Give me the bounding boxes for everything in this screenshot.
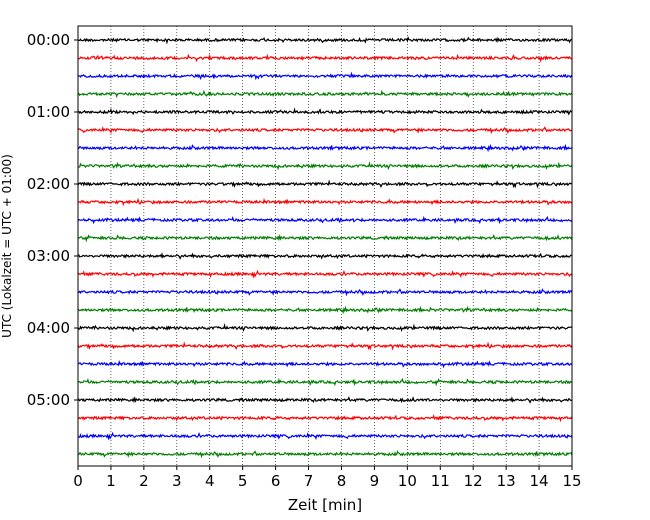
x-tick-label: 10 — [398, 472, 417, 490]
x-axis-ticks: 0 1 2 3 4 5 6 7 8 9 10 11 12 13 14 15 — [73, 466, 582, 490]
x-tick-label: 8 — [337, 472, 347, 490]
trace-0315 — [77, 269, 573, 279]
trace-0200 — [77, 179, 573, 189]
y-tick-label: 02:00 — [27, 175, 70, 193]
trace-0415 — [77, 341, 573, 351]
trace-0015 — [77, 53, 573, 63]
x-tick-label: 5 — [238, 472, 248, 490]
trace-0400 — [77, 323, 573, 333]
trace-0445 — [77, 377, 573, 387]
x-tick-label: 11 — [431, 472, 450, 490]
trace-0345 — [77, 305, 573, 315]
x-tick-label: 15 — [562, 472, 581, 490]
x-axis-label: Zeit [min] — [288, 496, 362, 514]
trace-0215 — [77, 197, 573, 207]
x-tick-label: 12 — [464, 472, 483, 490]
x-tick-label: 14 — [530, 472, 549, 490]
x-tick-label: 4 — [205, 472, 215, 490]
x-tick-label: 7 — [304, 472, 314, 490]
trace-0130 — [77, 143, 573, 153]
trace-0000 — [77, 35, 573, 45]
trace-0030 — [77, 71, 573, 81]
y-tick-label: 03:00 — [27, 247, 70, 265]
trace-0545 — [77, 450, 573, 459]
trace-0115 — [77, 126, 573, 135]
trace-0500 — [77, 395, 573, 404]
y-tick-label: 04:00 — [27, 319, 70, 337]
plot-frame — [77, 25, 573, 467]
x-tick-label: 2 — [139, 472, 149, 490]
y-tick-label: 01:00 — [27, 103, 70, 121]
trace-0330 — [77, 288, 573, 297]
y-tick-label: 00:00 — [27, 31, 70, 49]
y-axis-ticks: 00:00 01:00 02:00 03:00 04:00 05:00 — [27, 31, 78, 409]
trace-0045 — [77, 89, 573, 99]
trace-0245 — [77, 233, 573, 243]
trace-0515 — [77, 414, 573, 423]
trace-0145 — [77, 161, 573, 171]
x-tick-label: 6 — [271, 472, 281, 490]
y-tick-label: 05:00 — [27, 391, 70, 409]
seismic-traces — [77, 35, 573, 459]
x-tick-label: 13 — [497, 472, 516, 490]
trace-0530 — [77, 431, 573, 441]
x-tick-label: 3 — [172, 472, 182, 490]
y-axis-label: UTC (Lokalzeit = UTC + 01:00) — [0, 154, 14, 338]
trace-0230 — [77, 215, 573, 225]
trace-0430 — [77, 359, 573, 369]
trace-0300 — [77, 252, 573, 260]
trace-0100 — [77, 107, 573, 116]
x-tick-label: 1 — [106, 472, 116, 490]
x-grid — [110, 26, 540, 466]
x-tick-label: 0 — [73, 472, 83, 490]
x-tick-label: 9 — [370, 472, 380, 490]
